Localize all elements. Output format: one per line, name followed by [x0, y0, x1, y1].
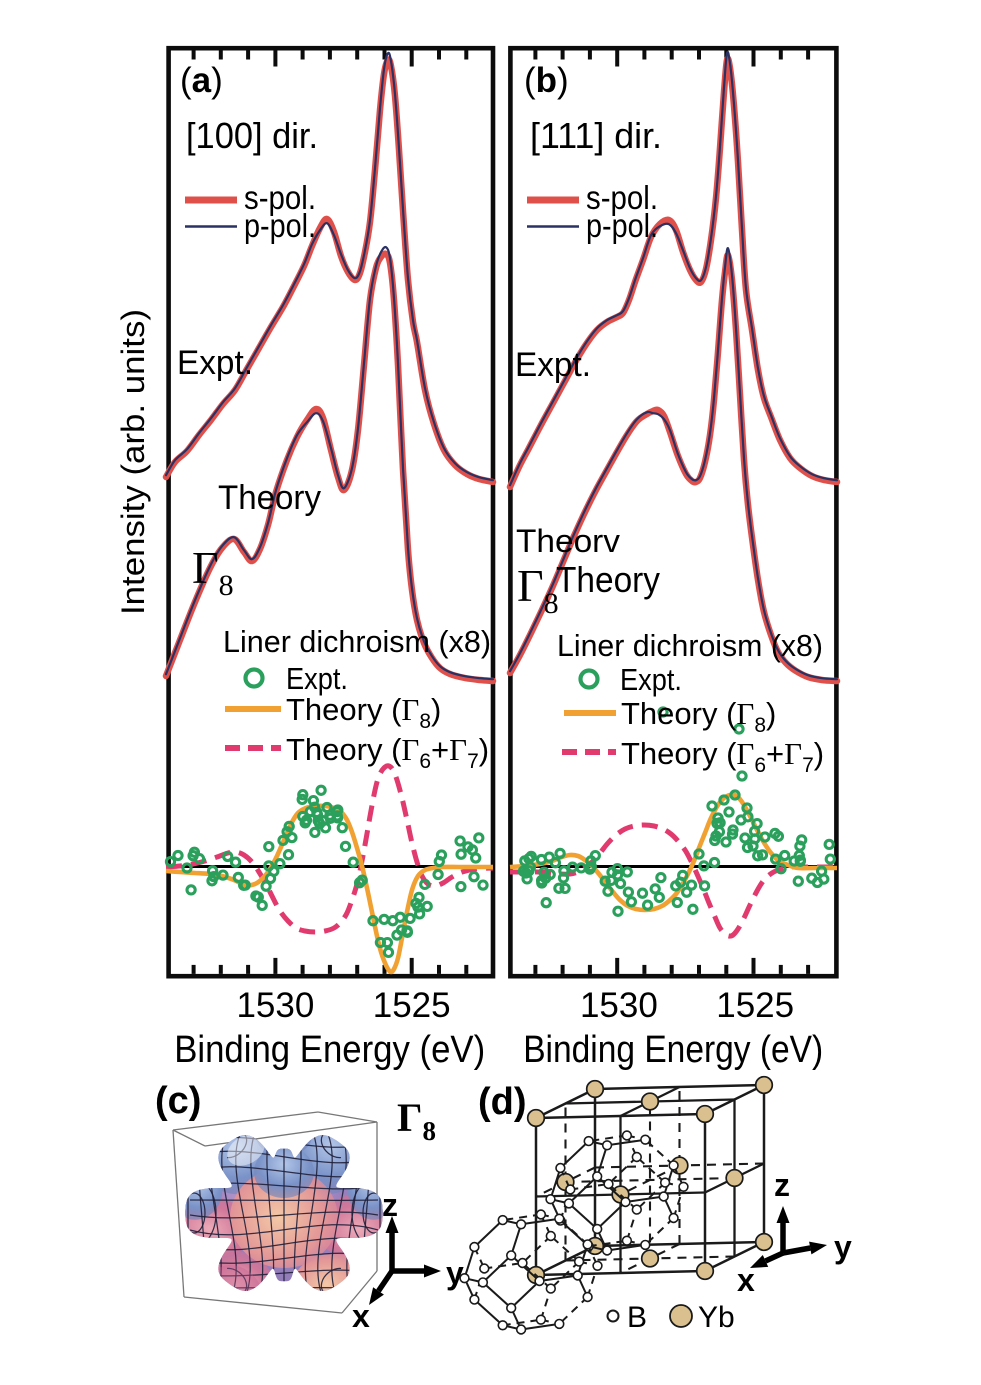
svg-text:Intensity (arb. units): Intensity (arb. units) [115, 309, 151, 615]
svg-text:Binding Energy (eV): Binding Energy (eV) [174, 1029, 485, 1071]
svg-text:Theory (Γ8): Theory (Γ8) [286, 692, 441, 733]
svg-text:1530: 1530 [580, 986, 658, 1025]
svg-text:Theory (Γ6+Γ7): Theory (Γ6+Γ7) [621, 736, 824, 777]
svg-text:[111] dir.: [111] dir. [530, 115, 662, 156]
svg-text:p-pol.: p-pol. [244, 207, 316, 244]
svg-text:Liner dichroism (x8): Liner dichroism (x8) [223, 624, 491, 659]
svg-text:Expt.: Expt. [177, 344, 253, 382]
svg-text:Theory: Theory [556, 559, 660, 600]
svg-text:(a): (a) [180, 61, 223, 100]
svg-text:Theory: Theory [218, 479, 321, 517]
svg-text:Theory (Γ8): Theory (Γ8) [621, 696, 776, 737]
svg-text:Binding Energy (eV): Binding Energy (eV) [523, 1029, 823, 1071]
svg-text:1525: 1525 [716, 986, 794, 1025]
svg-text:Yb: Yb [698, 1301, 735, 1334]
svg-text:x: x [352, 1298, 370, 1334]
svg-text:s-pol.: s-pol. [586, 179, 658, 216]
svg-text:z: z [774, 1167, 790, 1203]
svg-text:(c): (c) [155, 1080, 201, 1122]
svg-text:y: y [834, 1229, 852, 1265]
svg-text:Expt.: Expt. [286, 661, 348, 696]
svg-text:Expt.: Expt. [620, 662, 682, 697]
svg-text:p-pol.: p-pol. [586, 207, 658, 244]
svg-text:(b): (b) [524, 61, 569, 100]
svg-text:z: z [382, 1187, 398, 1223]
svg-text:Theory (Γ6+Γ7): Theory (Γ6+Γ7) [286, 732, 489, 773]
svg-text:[100] dir.: [100] dir. [186, 115, 318, 156]
svg-text:Theorv: Theorv [516, 523, 620, 559]
svg-text:B: B [627, 1301, 647, 1334]
svg-text:1530: 1530 [236, 986, 314, 1025]
svg-text:Liner dichroism (x8): Liner dichroism (x8) [557, 628, 823, 663]
svg-text:y: y [446, 1255, 464, 1291]
svg-text:x: x [737, 1262, 755, 1298]
svg-text:1525: 1525 [373, 986, 451, 1025]
svg-text:(d): (d) [478, 1081, 527, 1123]
svg-text:s-pol.: s-pol. [244, 179, 316, 216]
svg-text:Expt.: Expt. [515, 346, 591, 384]
